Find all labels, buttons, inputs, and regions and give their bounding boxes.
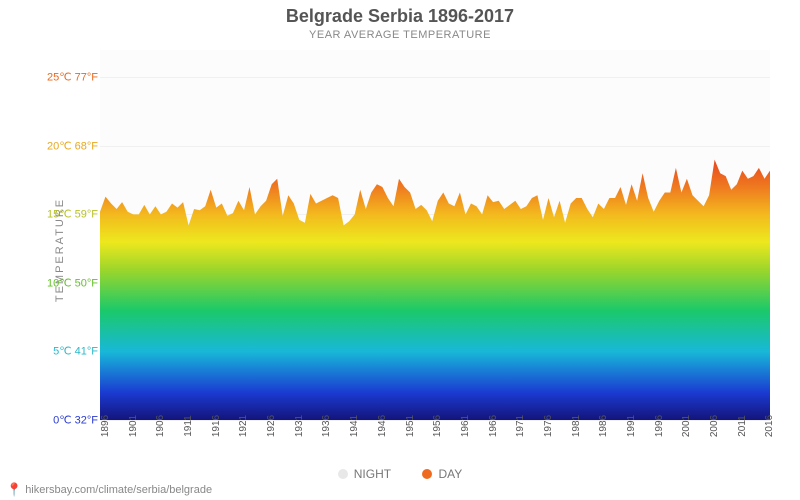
legend-label-night: NIGHT [354, 467, 391, 481]
chart-subtitle: YEAR AVERAGE TEMPERATURE [0, 29, 800, 41]
x-tick-1951: 1951 [405, 415, 416, 437]
x-tick-1936: 1936 [321, 415, 332, 437]
x-tick-1981: 1981 [571, 415, 582, 437]
plot-area [100, 50, 770, 420]
x-tick-1966: 1966 [488, 415, 499, 437]
y-tick-20: 20℃ 68°F [47, 139, 98, 152]
x-tick-1986: 1986 [598, 415, 609, 437]
y-tick-15: 15℃ 59°F [47, 208, 98, 221]
x-tick-1956: 1956 [432, 415, 443, 437]
x-tick-1926: 1926 [266, 415, 277, 437]
legend-dot-night [338, 469, 348, 479]
x-tick-1911: 1911 [183, 415, 194, 437]
x-tick-1961: 1961 [460, 415, 471, 437]
y-tick-5: 5℃ 41°F [53, 345, 98, 358]
chart-title: Belgrade Serbia 1896-2017 [0, 0, 800, 27]
x-tick-1976: 1976 [543, 415, 554, 437]
x-tick-1971: 1971 [515, 415, 526, 437]
x-tick-2001: 2001 [681, 415, 692, 437]
y-tick-25: 25℃ 77°F [47, 71, 98, 84]
x-tick-1916: 1916 [211, 415, 222, 437]
x-tick-1921: 1921 [238, 415, 249, 437]
x-tick-1991: 1991 [626, 415, 637, 437]
temperature-area-chart [100, 50, 770, 420]
legend-item-night: NIGHT [338, 467, 391, 481]
x-tick-1896: 1896 [100, 415, 111, 437]
legend-dot-day [422, 469, 432, 479]
x-tick-2011: 2011 [737, 415, 748, 437]
x-tick-2006: 2006 [709, 415, 720, 437]
legend-item-day: DAY [422, 467, 462, 481]
x-tick-1941: 1941 [349, 415, 360, 437]
x-tick-2016: 2016 [764, 415, 775, 437]
x-tick-1906: 1906 [155, 415, 166, 437]
x-tick-1901: 1901 [128, 415, 139, 437]
legend-label-day: DAY [438, 467, 462, 481]
x-tick-1946: 1946 [377, 415, 388, 437]
y-tick-10: 10℃ 50°F [47, 276, 98, 289]
location-pin-icon: 📍 [6, 482, 22, 498]
source-url-text: hikersbay.com/climate/serbia/belgrade [25, 484, 212, 496]
source-attribution: 📍 hikersbay.com/climate/serbia/belgrade [6, 482, 212, 498]
y-tick-0: 0℃ 32°F [53, 414, 98, 427]
x-tick-1931: 1931 [294, 415, 305, 437]
legend: NIGHT DAY [0, 467, 800, 482]
x-tick-1996: 1996 [654, 415, 665, 437]
